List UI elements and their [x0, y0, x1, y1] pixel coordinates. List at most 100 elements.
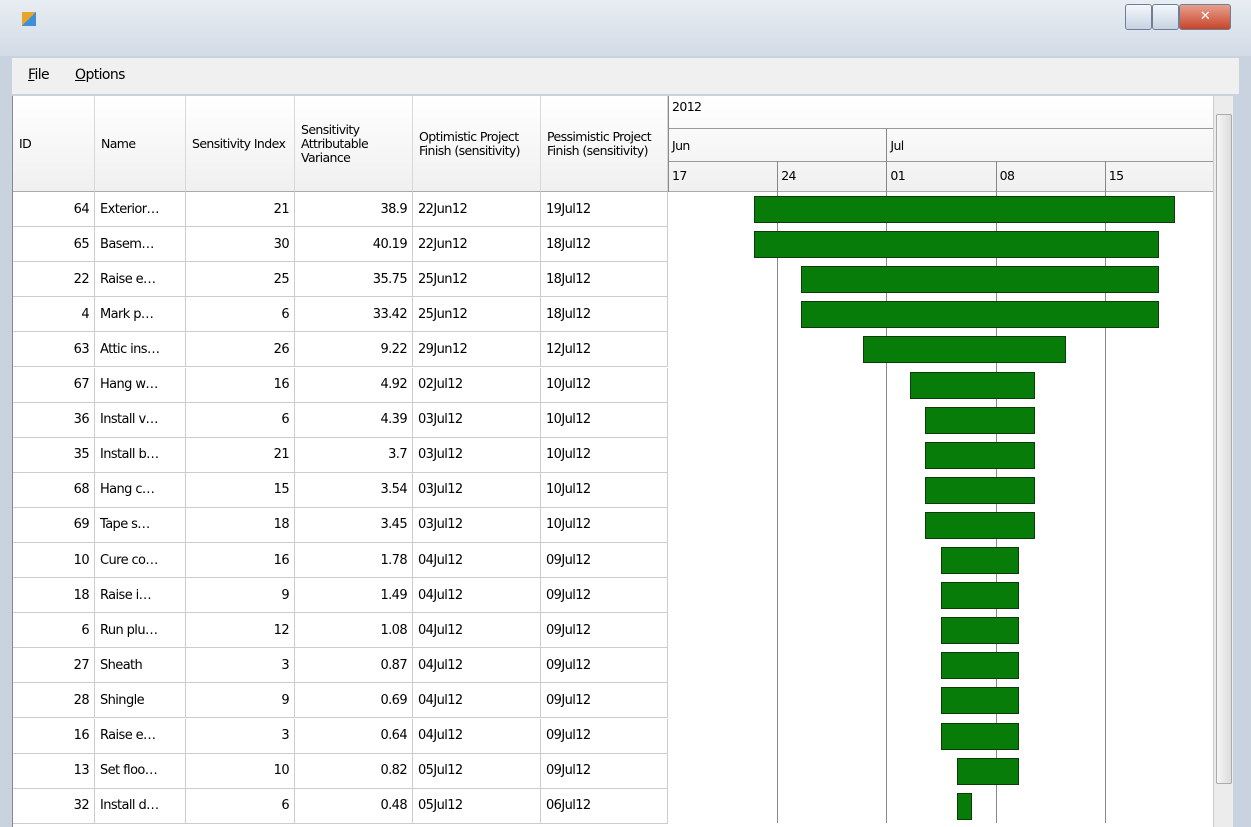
table-cell: 4.92	[295, 367, 413, 403]
menu-item[interactable]: File	[28, 67, 50, 83]
table-cell: 09Jul12	[541, 648, 668, 684]
table-cell: 18Jul12	[541, 297, 668, 333]
gantt-bar	[956, 792, 973, 820]
week-line	[777, 161, 779, 823]
table-cell: 12	[186, 613, 295, 649]
table-cell: 9	[186, 578, 295, 614]
table-cell: 10	[186, 753, 295, 789]
gantt-bar	[863, 336, 1066, 364]
table-cell: Install v…	[95, 402, 186, 438]
month-line	[886, 128, 888, 161]
table-cell: 9.22	[295, 332, 413, 368]
minimize-button[interactable]	[1125, 4, 1152, 30]
table-cell: 69	[13, 507, 95, 543]
table-cell: 3.45	[295, 507, 413, 543]
table-cell: 3.54	[295, 472, 413, 508]
table-cell: 65	[13, 227, 95, 263]
gantt-bar	[941, 547, 1019, 575]
table-cell: 29Jun12	[413, 332, 541, 368]
maximize-button[interactable]	[1152, 4, 1179, 30]
header-line	[668, 161, 1214, 162]
gantt-bar	[941, 722, 1019, 750]
table-cell: 04Jul12	[413, 578, 541, 614]
table-cell: 10Jul12	[541, 437, 668, 473]
gantt-bar	[753, 196, 1175, 224]
table-cell: 1.08	[295, 613, 413, 649]
scrollbar[interactable]	[1213, 96, 1233, 827]
column-header: Optimistic Project Finish (sensitivity)	[413, 96, 541, 192]
timeline-year: 2012	[672, 99, 702, 114]
gantt-bar	[800, 266, 1160, 294]
table-cell: 06Jul12	[541, 788, 668, 824]
table-cell: 12Jul12	[541, 332, 668, 368]
gantt-bar	[941, 687, 1019, 715]
column-header: Sensitivity Attributable Variance	[295, 96, 413, 192]
table-cell: 22Jun12	[413, 227, 541, 263]
gantt-bar	[956, 757, 1019, 785]
table-cell: Install d…	[95, 788, 186, 824]
table-cell: Mark p…	[95, 297, 186, 333]
table-cell: 10Jul12	[541, 402, 668, 438]
table-cell: 09Jul12	[541, 543, 668, 579]
table-cell: 04Jul12	[413, 718, 541, 754]
table-cell: Sheath	[95, 648, 186, 684]
app-icon	[22, 12, 36, 26]
timeline-week: 24	[781, 168, 796, 183]
table-cell: 18	[186, 507, 295, 543]
table-cell: 6	[186, 402, 295, 438]
table-cell: Run plu…	[95, 613, 186, 649]
close-button[interactable]: ✕	[1179, 4, 1231, 30]
table-cell: 0.48	[295, 788, 413, 824]
table-cell: 04Jul12	[413, 648, 541, 684]
menu-item[interactable]: Options	[75, 67, 125, 83]
table-cell: 36	[13, 402, 95, 438]
table-cell: 04Jul12	[413, 613, 541, 649]
table-cell: 04Jul12	[413, 543, 541, 579]
scroll-thumb[interactable]	[1216, 114, 1232, 784]
gantt-bar	[925, 406, 1035, 434]
table-cell: 0.69	[295, 683, 413, 719]
table-cell: 22Jun12	[413, 192, 541, 228]
table-cell: 15	[186, 472, 295, 508]
table-cell: 09Jul12	[541, 613, 668, 649]
table-cell: 18Jul12	[541, 262, 668, 298]
gantt-bar	[941, 582, 1019, 610]
table-cell: 04Jul12	[413, 683, 541, 719]
gantt-bar	[909, 371, 1035, 399]
table-cell: 63	[13, 332, 95, 368]
header-line	[668, 96, 669, 192]
header-line	[668, 128, 1214, 129]
table-cell: Shingle	[95, 683, 186, 719]
table-cell: 19Jul12	[541, 192, 668, 228]
table-cell: 09Jul12	[541, 683, 668, 719]
table-cell: 0.64	[295, 718, 413, 754]
timeline-week: 15	[1108, 168, 1124, 183]
table-cell: 3	[186, 718, 295, 754]
table-cell: 16	[13, 718, 95, 754]
table-cell: 16	[186, 367, 295, 403]
table-cell: 03Jul12	[413, 402, 541, 438]
gantt-bar	[941, 617, 1019, 645]
table-cell: 6	[186, 788, 295, 824]
table-cell: 05Jul12	[413, 753, 541, 789]
table-cell: 64	[13, 192, 95, 228]
table-cell: 35	[13, 437, 95, 473]
table-cell: 1.78	[295, 543, 413, 579]
table-cell: 6	[13, 613, 95, 649]
table-cell: 0.87	[295, 648, 413, 684]
table-cell: 3.7	[295, 437, 413, 473]
table-cell: 18Jul12	[541, 227, 668, 263]
table-cell: 18	[13, 578, 95, 614]
table-cell: 6	[186, 297, 295, 333]
gantt-bar	[800, 301, 1160, 329]
table-cell: Hang c…	[95, 472, 186, 508]
table-cell: Raise e…	[95, 718, 186, 754]
table-cell: Set floo…	[95, 753, 186, 789]
table-cell: Hang w…	[95, 367, 186, 403]
table-cell: 40.19	[295, 227, 413, 263]
table-cell: 28	[13, 683, 95, 719]
table-cell: 21	[186, 192, 295, 228]
gantt-bar	[753, 231, 1160, 259]
table-cell: 10Jul12	[541, 507, 668, 543]
table-cell: 67	[13, 367, 95, 403]
